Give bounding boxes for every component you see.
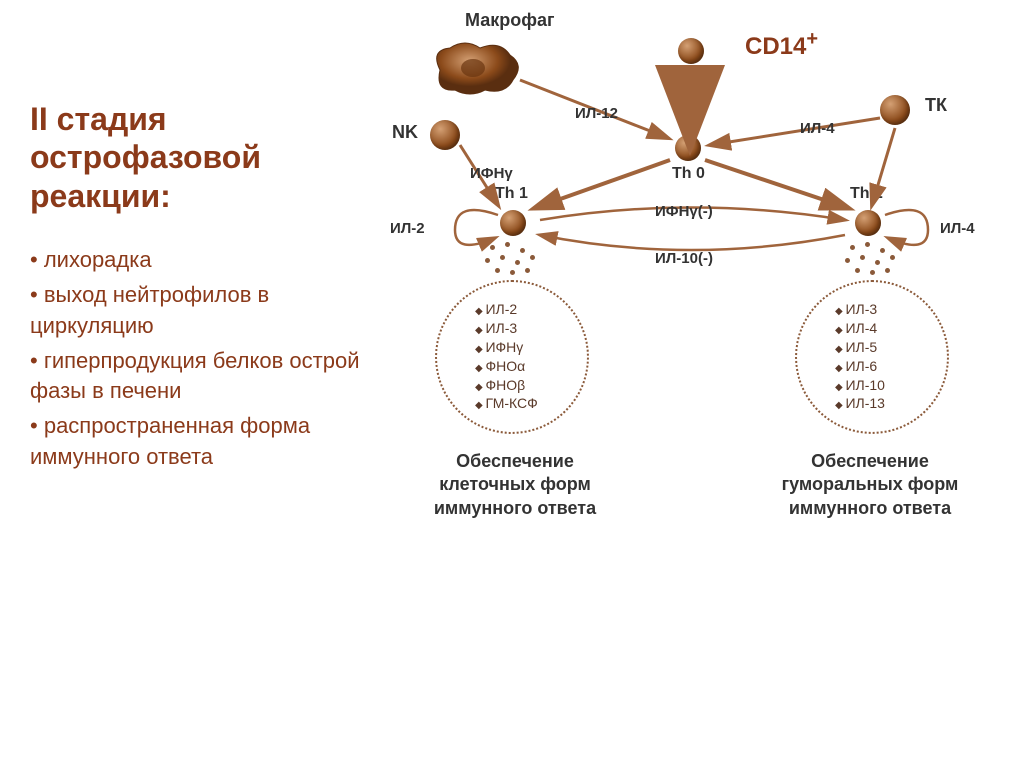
il4-top-label: ИЛ-4 bbox=[800, 120, 835, 137]
th0-label: Th 0 bbox=[672, 165, 705, 183]
bullet-item: • распространенная форма иммунного ответ… bbox=[30, 411, 370, 473]
th1-cell bbox=[500, 210, 526, 236]
cytokine-list-left: ИЛ-2 ИЛ-3 ИФНγ ФНОα ФНОβ ГМ-КСФ bbox=[475, 300, 538, 413]
il4-loop-label: ИЛ-4 bbox=[940, 220, 975, 237]
caption-right: Обеспечение гуморальных форм иммунного о… bbox=[780, 450, 960, 520]
cytokine-item: ИФНγ bbox=[475, 338, 538, 357]
cytokine-item: ФНОβ bbox=[475, 376, 538, 395]
caption-left: Обеспечение клеточных форм иммунного отв… bbox=[425, 450, 605, 520]
bullet-list: • лихорадка • выход нейтрофилов в циркул… bbox=[30, 245, 370, 473]
bullet-item: • гиперпродукция белков острой фазы в пе… bbox=[30, 346, 370, 408]
tk-cell bbox=[880, 95, 910, 125]
text-panel: II стадия острофазовой реакции: • лихора… bbox=[30, 100, 370, 477]
cytokine-item: ИЛ-3 bbox=[475, 319, 538, 338]
cd14-label: CD14+ bbox=[745, 28, 818, 61]
cytokine-item: ИЛ-6 bbox=[835, 357, 885, 376]
cd14-cell bbox=[678, 38, 704, 64]
macrophage-cell bbox=[425, 40, 525, 95]
secretion-dots-left bbox=[480, 240, 540, 280]
cytokine-list-right: ИЛ-3 ИЛ-4 ИЛ-5 ИЛ-6 ИЛ-10 ИЛ-13 bbox=[835, 300, 885, 413]
nk-label: NK bbox=[392, 122, 418, 143]
ifng-label: ИФНγ bbox=[470, 165, 513, 182]
bullet-item: • лихорадка bbox=[30, 245, 370, 276]
bullet-item: • выход нейтрофилов в циркуляцию bbox=[30, 280, 370, 342]
stage-title: II стадия острофазовой реакции: bbox=[30, 100, 370, 215]
cytokine-item: ИЛ-13 bbox=[835, 394, 885, 413]
il12-label: ИЛ-12 bbox=[575, 105, 618, 122]
th2-cell bbox=[855, 210, 881, 236]
tk-label: ТК bbox=[925, 95, 947, 116]
il10-neg-label: ИЛ-10(-) bbox=[655, 250, 713, 267]
cytokine-item: ФНОα bbox=[475, 357, 538, 376]
secretion-dots-right bbox=[840, 240, 900, 280]
cytokine-item: ИЛ-4 bbox=[835, 319, 885, 338]
cytokine-item: ИЛ-2 bbox=[475, 300, 538, 319]
cytokine-item: ИЛ-3 bbox=[835, 300, 885, 319]
cytokine-item: ИЛ-10 bbox=[835, 376, 885, 395]
th1-label: Th 1 bbox=[495, 185, 528, 203]
cytokine-item: ИЛ-5 bbox=[835, 338, 885, 357]
th0-cell bbox=[675, 135, 701, 161]
immune-diagram: Макрофаг CD14+ NK ТК Th 0 Th 1 Th 2 bbox=[380, 10, 1010, 660]
il2-loop-label: ИЛ-2 bbox=[390, 220, 425, 237]
cytokine-item: ГМ-КСФ bbox=[475, 394, 538, 413]
th2-label: Th 2 bbox=[850, 185, 883, 203]
ifng-neg-label: ИФНγ(-) bbox=[655, 203, 713, 220]
macrophage-label: Макрофаг bbox=[465, 10, 554, 31]
nk-cell bbox=[430, 120, 460, 150]
